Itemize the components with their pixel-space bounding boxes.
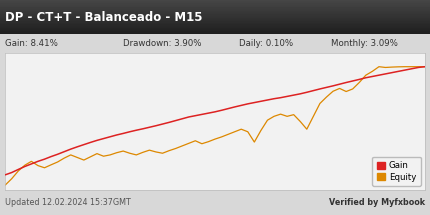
Legend: Gain, Equity: Gain, Equity	[372, 157, 421, 186]
Text: Daily: 0.10%: Daily: 0.10%	[239, 39, 293, 48]
Text: Drawdown: 3.90%: Drawdown: 3.90%	[123, 39, 201, 48]
Text: Verified by Myfxbook: Verified by Myfxbook	[329, 198, 425, 207]
Text: Updated 12.02.2024 15:37GMT: Updated 12.02.2024 15:37GMT	[5, 198, 131, 207]
Text: Monthly: 3.09%: Monthly: 3.09%	[331, 39, 398, 48]
Text: DP - CT+T - Balanceado - M15: DP - CT+T - Balanceado - M15	[5, 11, 203, 24]
Text: Gain: 8.41%: Gain: 8.41%	[5, 39, 58, 48]
